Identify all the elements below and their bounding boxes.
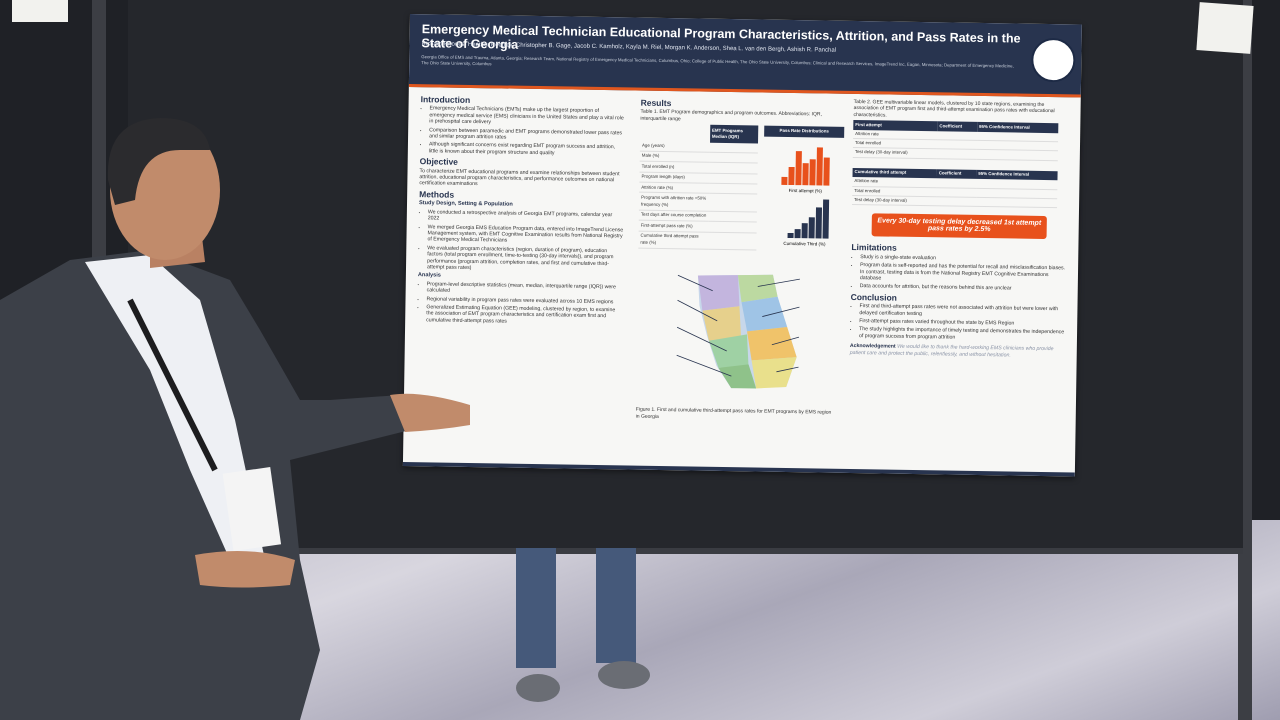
pointing-hand — [390, 393, 470, 432]
leader-lines — [676, 274, 800, 377]
badge — [222, 467, 282, 551]
histograms: Pass Rate Distributions First attempt (%… — [762, 125, 845, 252]
shirt — [85, 255, 265, 560]
hand — [195, 551, 295, 588]
histogram — [787, 199, 830, 239]
paper-note — [12, 0, 68, 22]
poster: Emergency Medical Technician Educational… — [402, 14, 1082, 477]
histogram — [781, 147, 830, 186]
lanyard — [127, 298, 218, 472]
column-middle: Results Table 1. EMT Program demographic… — [636, 96, 845, 425]
shoe — [598, 661, 650, 689]
axis-label: First attempt (%) — [789, 188, 823, 194]
histogram-graphics: First attempt (%) Cumulative Third (%) — [781, 147, 830, 247]
region-map — [676, 274, 800, 389]
legs — [516, 548, 556, 668]
table-area: EMT Programs Median (IQR) Age (years) Ma… — [638, 124, 845, 252]
legs — [596, 548, 636, 663]
axis-label: Cumulative Third (%) — [783, 241, 826, 247]
hair — [107, 118, 210, 205]
shoe — [516, 674, 560, 702]
